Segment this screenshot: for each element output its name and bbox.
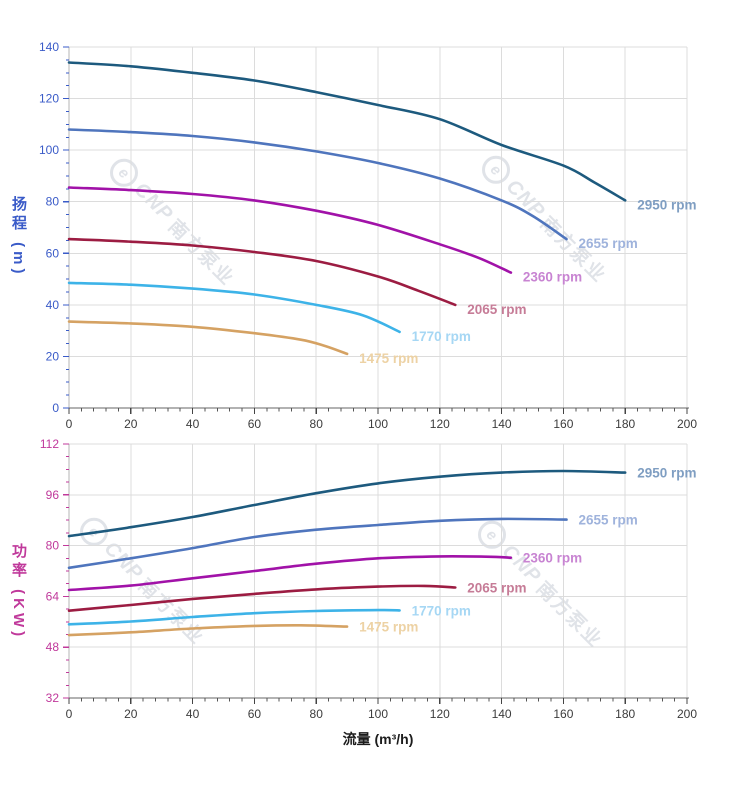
x-tick-label: 0 <box>66 707 73 721</box>
curve-1475-rpm <box>67 320 349 356</box>
x-tick-label: 20 <box>124 417 138 431</box>
curve-label-2950-rpm: 2950 rpm <box>637 197 696 212</box>
power-axis-title: 功率 (KW) <box>10 543 27 641</box>
curve-label-2065-rpm: 2065 rpm <box>467 581 526 596</box>
y-tick-label: 140 <box>39 40 59 54</box>
curve-1770-rpm <box>67 608 401 626</box>
x-tick-label: 140 <box>492 707 512 721</box>
x-tick-label: 60 <box>248 707 262 721</box>
y-tick-label: 80 <box>46 539 60 553</box>
y-tick-label: 112 <box>40 437 59 451</box>
x-tick-label: 160 <box>553 707 573 721</box>
x-tick-label: 120 <box>430 417 450 431</box>
x-tick-label: 200 <box>677 707 697 721</box>
y-tick-label: 100 <box>39 143 59 157</box>
curve-label-2950-rpm: 2950 rpm <box>637 466 696 481</box>
y-tick-label: 96 <box>46 488 60 502</box>
x-tick-label: 40 <box>186 707 200 721</box>
x-tick-label: 0 <box>66 417 73 431</box>
y-tick-label: 60 <box>46 246 60 260</box>
x-tick-label: 200 <box>677 417 697 431</box>
x-tick-label: 160 <box>553 417 573 431</box>
x-tick-label: 40 <box>186 417 200 431</box>
head-chart: 0 20 40 60 80 100 120 140 160 180 200 0 20 40 60 80 100 1… <box>39 40 697 431</box>
x-tick-label: 180 <box>615 417 635 431</box>
flow-axis-title: 流量 (m³/h) <box>342 731 414 747</box>
y-tick-label: 48 <box>46 640 60 654</box>
x-tick-label: 180 <box>615 707 635 721</box>
curve-1475-rpm <box>67 623 349 637</box>
y-tick-label: 32 <box>46 691 60 705</box>
curve-2655-rpm <box>67 517 568 570</box>
curve-label-2360-rpm: 2360 rpm <box>523 270 582 285</box>
y-tick-label: 120 <box>39 92 59 106</box>
y-tick-label: 64 <box>46 589 60 603</box>
curve-2950-rpm <box>67 61 627 202</box>
curve-label-1475-rpm: 1475 rpm <box>359 351 418 366</box>
x-tick-label: 60 <box>248 417 262 431</box>
x-tick-label: 120 <box>430 707 450 721</box>
power-chart: 0 20 40 60 80 100 120 140 160 180 200 32 48 64 80 96 112… <box>40 437 697 721</box>
curve-label-1770-rpm: 1770 rpm <box>412 329 471 344</box>
x-tick-label: 100 <box>368 417 388 431</box>
x-tick-label: 80 <box>310 707 324 721</box>
head-axis-title: 扬程 (m) <box>10 196 27 278</box>
y-tick-label: 40 <box>46 298 60 312</box>
curve-2655-rpm <box>67 128 568 241</box>
curve-2065-rpm <box>67 584 457 612</box>
curve-label-2655-rpm: 2655 rpm <box>578 236 637 251</box>
curve-label-1770-rpm: 1770 rpm <box>412 603 471 618</box>
y-tick-label: 20 <box>46 349 60 363</box>
curve-2360-rpm <box>67 186 513 274</box>
curve-2065-rpm <box>67 237 457 307</box>
curve-label-2065-rpm: 2065 rpm <box>467 302 526 317</box>
curve-1770-rpm <box>67 281 401 334</box>
curve-label-2360-rpm: 2360 rpm <box>523 551 582 566</box>
y-tick-label: 0 <box>52 401 59 415</box>
x-tick-label: 140 <box>492 417 512 431</box>
x-tick-label: 20 <box>124 707 138 721</box>
curve-label-2655-rpm: 2655 rpm <box>578 513 637 528</box>
x-tick-label: 100 <box>368 707 388 721</box>
y-tick-label: 80 <box>46 195 60 209</box>
curve-2360-rpm <box>67 554 513 592</box>
curve-2950-rpm <box>67 469 627 538</box>
curve-label-1475-rpm: 1475 rpm <box>359 620 418 635</box>
x-tick-label: 80 <box>310 417 324 431</box>
